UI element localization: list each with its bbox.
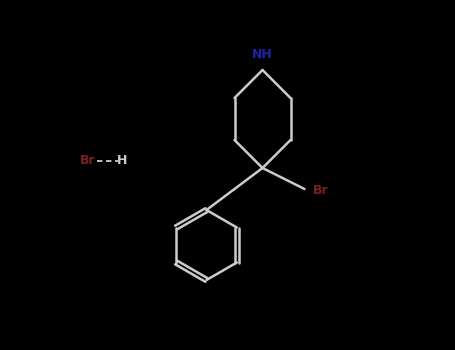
Text: NH: NH [252, 48, 273, 61]
Text: Br: Br [80, 154, 95, 168]
Text: Br: Br [313, 184, 329, 197]
Text: H: H [117, 154, 128, 168]
